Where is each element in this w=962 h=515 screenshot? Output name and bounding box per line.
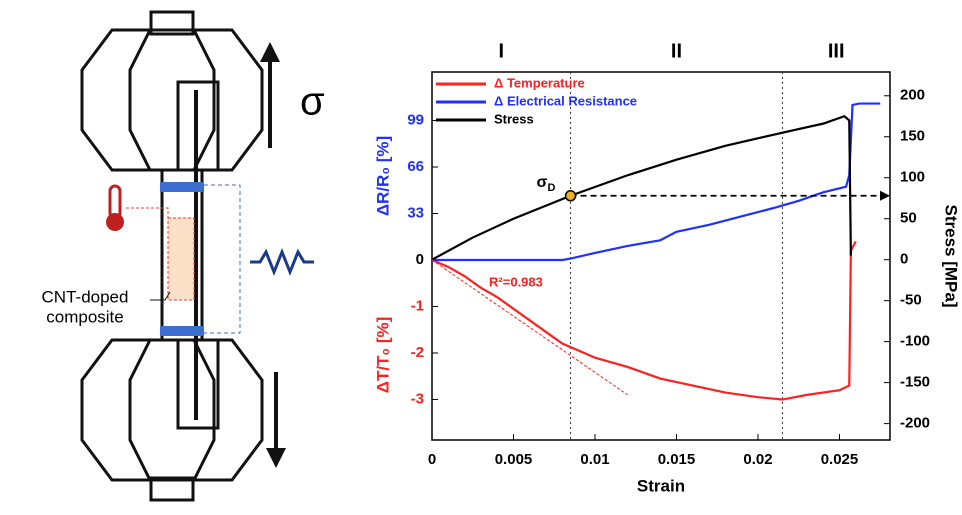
legend-label: Δ Temperature <box>494 75 585 90</box>
yield-point <box>564 190 577 202</box>
y2-tick-label: 200 <box>900 87 925 104</box>
tensile-diagram: σ CNT-doped composite <box>42 10 325 502</box>
yield-subscript: D <box>547 182 555 194</box>
sigma-label: σ <box>300 80 325 124</box>
composite-label: CNT-doped <box>42 287 129 306</box>
x-tick-label: 0 <box>428 451 436 468</box>
x-tick-label: 0.015 <box>658 451 696 468</box>
y3-axis-label: ΔT/T₀ [%] <box>373 317 392 394</box>
plot-frame <box>431 71 891 441</box>
y2-tick-label: 100 <box>900 169 925 186</box>
yield-label: σD <box>537 174 556 194</box>
y-tick-label: 99 <box>407 111 424 128</box>
y2-tick-label: -100 <box>900 333 930 350</box>
series-line <box>431 115 852 261</box>
y2-axis-label: Stress [MPa] <box>942 205 961 308</box>
x-axis-label: Strain <box>637 476 685 495</box>
region-label: III <box>828 40 845 62</box>
y2-tick-label: -50 <box>900 292 922 309</box>
series-line <box>431 240 857 401</box>
y2-tick-label: -200 <box>900 415 930 432</box>
x-tick-label: 0.01 <box>580 451 609 468</box>
series-line <box>432 102 881 262</box>
arrow-head <box>880 190 890 201</box>
y3-tick-label: -1 <box>411 297 424 314</box>
y-tick-label: 0 <box>416 251 424 268</box>
region-label: I <box>498 40 504 62</box>
legend-label: Δ Electrical Resistance <box>494 93 637 108</box>
fit-label: R²=0.983 <box>489 275 543 290</box>
y-tick-label: 66 <box>407 158 424 175</box>
region-label: II <box>671 40 682 62</box>
y2-tick-label: 50 <box>900 210 917 227</box>
composite-label: composite <box>46 307 123 326</box>
yield-symbol: σ <box>537 174 548 191</box>
x-tick-label: 0.025 <box>821 451 859 468</box>
y3-tick-label: -3 <box>411 390 424 407</box>
y3-tick-label: -2 <box>411 344 424 361</box>
y-axis-label: ΔR/R₀ [%] <box>373 136 392 216</box>
y2-tick-label: 0 <box>900 251 908 268</box>
y2-tick-label: -150 <box>900 374 930 391</box>
legend-label: Stress <box>494 111 534 126</box>
y-tick-label: 33 <box>407 204 424 221</box>
chart: 0 0.005 0.01 0.015 0.02 0.025 Strain 0 33 66 99 -1 -… <box>373 40 960 495</box>
y2-tick-label: 150 <box>900 128 925 145</box>
x-tick-label: 0.005 <box>495 451 533 468</box>
x-tick-label: 0.02 <box>743 451 772 468</box>
